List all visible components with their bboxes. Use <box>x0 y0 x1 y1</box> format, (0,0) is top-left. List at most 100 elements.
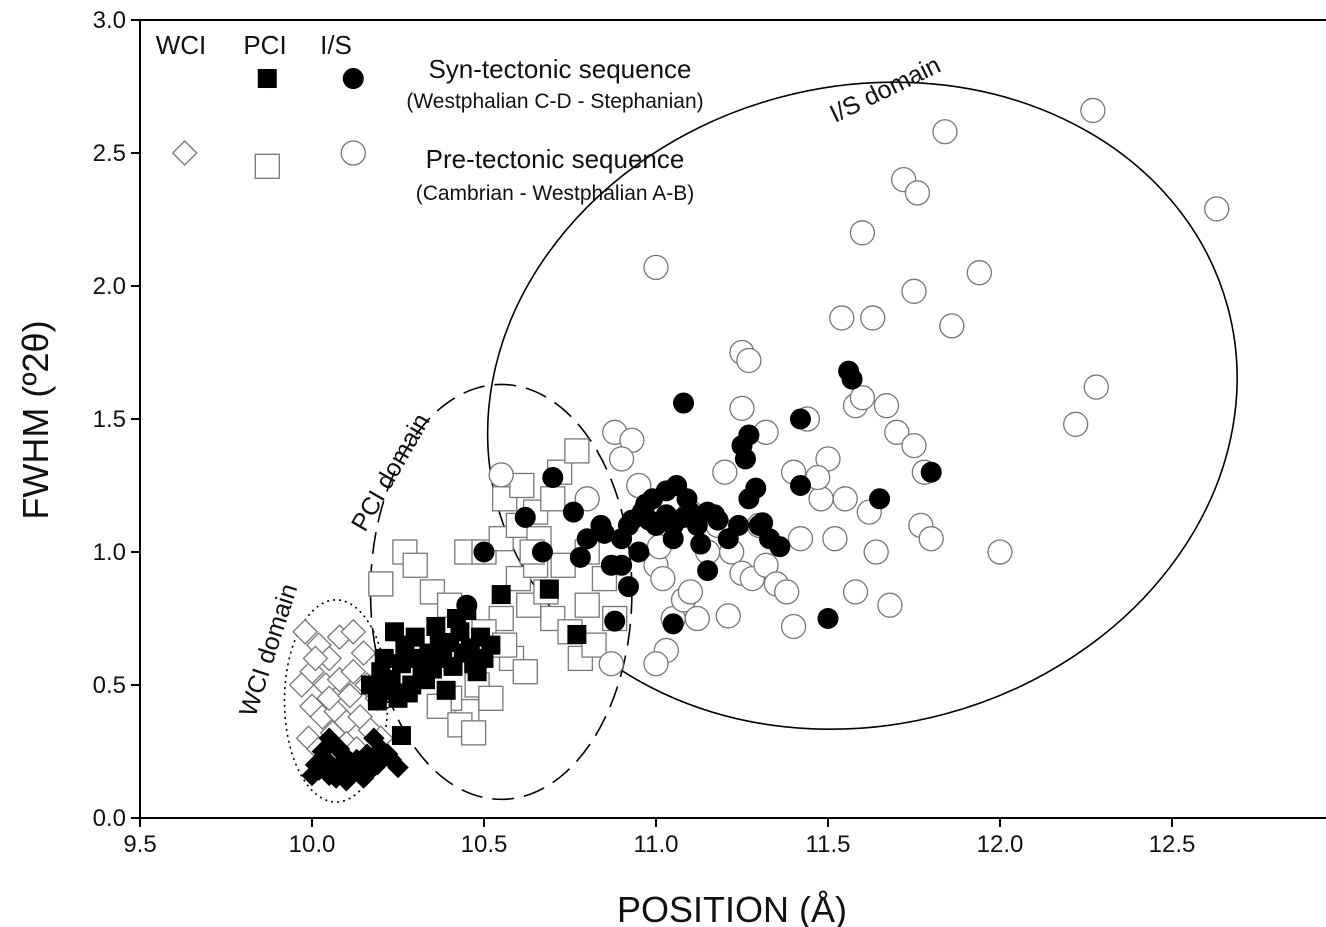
data-point <box>380 748 402 771</box>
y-tick-label: 2.0 <box>93 273 126 300</box>
data-point <box>539 579 559 599</box>
legend-pre-title: Pre-tectonic sequence <box>426 144 685 174</box>
data-point <box>257 69 277 89</box>
data-point <box>456 594 478 616</box>
data-point <box>416 670 436 690</box>
data-point <box>598 651 624 677</box>
data-point <box>873 393 900 419</box>
data-point <box>829 305 855 331</box>
data-point <box>677 579 704 605</box>
data-point <box>318 727 340 749</box>
x-tick-label: 10.5 <box>461 831 508 858</box>
data-point <box>987 539 1013 565</box>
data-point <box>367 691 387 711</box>
data-point <box>628 541 650 563</box>
data-point <box>1204 196 1230 222</box>
data-point <box>328 738 351 760</box>
wci-domain-label: WCI domain <box>234 580 303 719</box>
data-point <box>715 603 741 629</box>
data-point <box>904 180 931 206</box>
data-point <box>832 486 858 512</box>
data-point <box>863 539 889 565</box>
data-point <box>304 754 327 776</box>
data-point <box>540 605 566 632</box>
data-point <box>461 720 487 746</box>
y-tick-label: 0.0 <box>93 805 126 832</box>
data-point <box>932 119 958 145</box>
legend-header-wci: WCI <box>156 30 207 60</box>
data-point <box>288 672 315 698</box>
data-point <box>478 685 504 711</box>
data-point <box>901 432 927 459</box>
data-point <box>769 536 791 558</box>
y-tick-label: 1.0 <box>93 539 126 566</box>
data-point <box>426 616 446 636</box>
data-point <box>254 153 280 179</box>
data-point <box>738 424 760 446</box>
data-point <box>574 592 600 618</box>
data-point <box>567 624 587 644</box>
x-tick-label: 12.0 <box>977 831 1024 858</box>
data-point <box>712 459 738 485</box>
data-point <box>841 368 863 390</box>
data-point <box>604 610 626 632</box>
data-point <box>342 68 364 90</box>
data-point <box>817 608 839 629</box>
data-point <box>643 254 669 281</box>
data-point <box>662 514 684 536</box>
data-point <box>350 640 377 666</box>
data-point <box>643 651 669 677</box>
data-point <box>728 514 750 536</box>
data-point <box>787 526 814 552</box>
data-point <box>340 140 366 166</box>
data-point <box>363 727 385 749</box>
data-point <box>473 541 495 563</box>
data-point <box>918 526 944 552</box>
data-point <box>436 680 456 700</box>
data-point <box>690 533 712 555</box>
domain-ellipse <box>283 599 389 803</box>
legend-syn-subtitle: (Westphalian C-D - Stephanian) <box>406 90 703 113</box>
x-axis-title: POSITION (Å) <box>617 889 847 927</box>
data-point <box>1063 411 1089 437</box>
data-point <box>884 419 910 445</box>
y-tick-label: 0.5 <box>93 672 126 699</box>
data-point <box>822 526 848 552</box>
data-point <box>398 683 418 703</box>
x-tick-label: 9.5 <box>123 831 156 858</box>
data-point <box>752 512 774 534</box>
data-point <box>617 514 639 536</box>
data-point <box>869 488 891 510</box>
x-tick-label: 11.0 <box>634 831 679 858</box>
data-point <box>849 385 876 411</box>
data-point <box>789 408 811 430</box>
x-tick-label: 11.5 <box>806 831 851 858</box>
legend-pre-subtitle: (Cambrian - Westphalian A-B) <box>416 182 695 205</box>
data-point <box>491 585 511 605</box>
data-point <box>335 762 358 784</box>
data-point <box>467 662 487 682</box>
data-point <box>542 467 564 489</box>
data-point <box>774 579 800 605</box>
data-point <box>901 278 927 304</box>
data-point <box>920 461 942 483</box>
data-point <box>734 448 756 470</box>
data-point <box>860 305 886 331</box>
x-tick-label: 12.5 <box>1149 831 1196 858</box>
data-point <box>531 541 553 563</box>
data-point <box>509 472 535 499</box>
data-point <box>939 313 965 339</box>
data-point <box>789 475 811 496</box>
data-point <box>1080 97 1106 124</box>
data-point <box>966 260 993 286</box>
y-tick-label: 1.5 <box>93 406 126 433</box>
data-point <box>395 635 415 655</box>
data-point <box>574 486 600 512</box>
data-point <box>635 493 657 515</box>
legend: WCI PCI I/S Syn-tectonic sequence (Westp… <box>156 30 704 205</box>
x-ticks: 9.5 10.0 10.5 11.0 11.5 12.0 12.5 <box>123 818 1195 858</box>
data-point <box>402 552 428 578</box>
data-point <box>512 659 538 685</box>
is-domain-label: I/S domain <box>825 51 945 129</box>
x-tick-label: 10.0 <box>289 831 336 858</box>
